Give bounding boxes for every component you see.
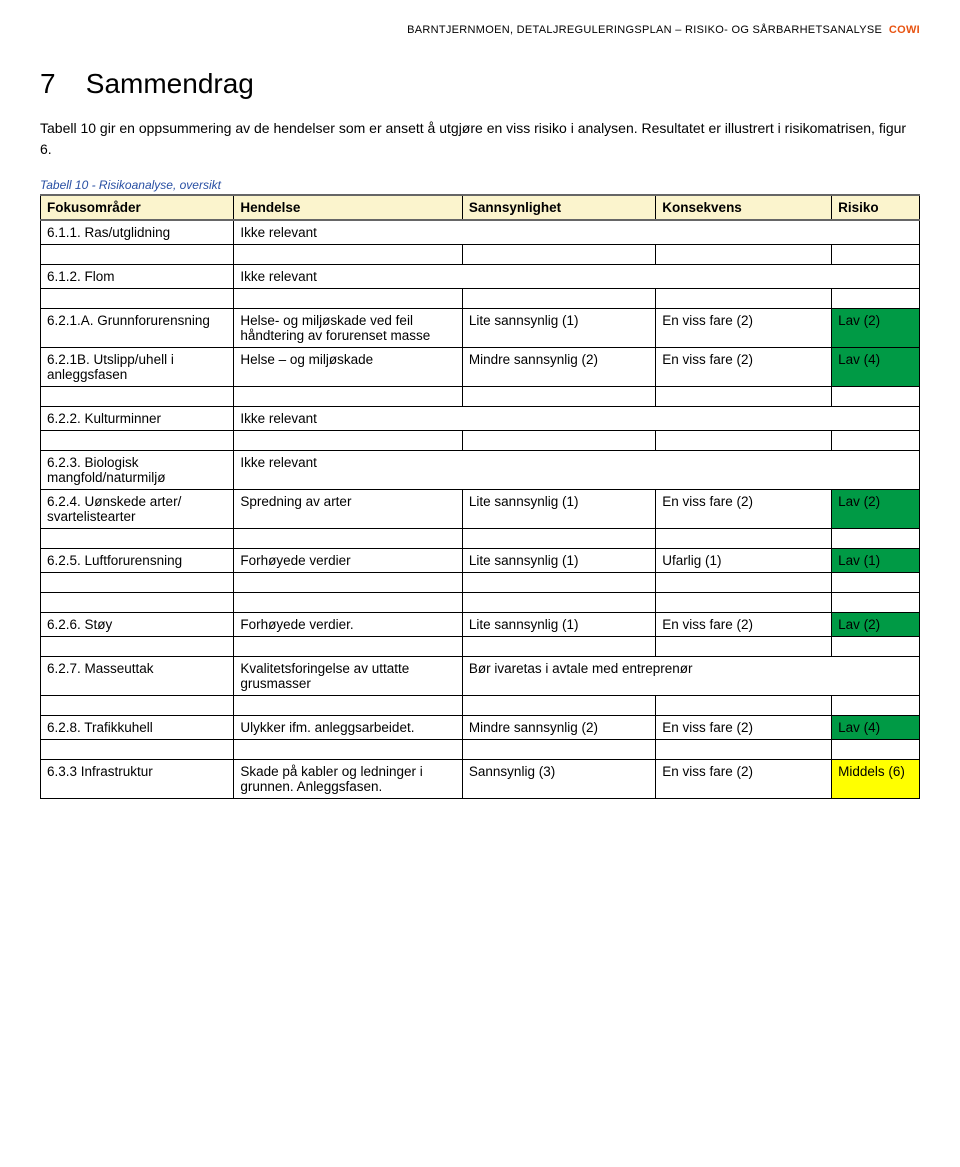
logo: COWI <box>889 24 920 36</box>
table-row: 6.2.2. Kulturminner Ikke relevant <box>41 407 920 431</box>
page-header: BARNTJERNMOEN, DETALJREGULERINGSPLAN – R… <box>40 24 920 36</box>
cons-cell: En viss fare (2) <box>656 716 832 740</box>
focus-cell: 6.2.6. Støy <box>41 613 234 637</box>
prob-cell: Lite sannsynlig (1) <box>462 613 655 637</box>
header-text: BARNTJERNMOEN, DETALJREGULERINGSPLAN – R… <box>407 24 882 36</box>
event-cell: Ulykker ifm. anleggsarbeidet. <box>234 716 463 740</box>
prob-cell: Mindre sannsynlig (2) <box>462 716 655 740</box>
table-row: 6.1.2. Flom Ikke relevant <box>41 265 920 289</box>
note-cell: Ikke relevant <box>234 220 920 245</box>
cons-cell: En viss fare (2) <box>656 348 832 387</box>
note-cell: Ikke relevant <box>234 265 920 289</box>
risk-cell: Lav (4) <box>832 716 920 740</box>
prob-cell: Lite sannsynlig (1) <box>462 309 655 348</box>
note-cell: Ikke relevant <box>234 451 920 490</box>
title-number: 7 <box>40 68 78 100</box>
focus-cell: 6.2.3. Biologisk mangfold/naturmiljø <box>41 451 234 490</box>
cons-cell: Ufarlig (1) <box>656 549 832 573</box>
table-row: 6.2.4. Uønskede arter/ svartelistearter … <box>41 490 920 529</box>
event-cell: Forhøyede verdier. <box>234 613 463 637</box>
focus-cell: 6.1.2. Flom <box>41 265 234 289</box>
table-row: 6.2.1.A. Grunnforurensning Helse- og mil… <box>41 309 920 348</box>
table-row: 6.2.8. Trafikkuhell Ulykker ifm. anleggs… <box>41 716 920 740</box>
table-row: 6.3.3 Infrastruktur Skade på kabler og l… <box>41 760 920 799</box>
table-row: 6.1.1. Ras/utglidning Ikke relevant <box>41 220 920 245</box>
focus-cell: 6.1.1. Ras/utglidning <box>41 220 234 245</box>
risk-cell: Lav (2) <box>832 309 920 348</box>
prob-cell: Sannsynlig (3) <box>462 760 655 799</box>
intro-paragraph: Tabell 10 gir en oppsummering av de hend… <box>40 118 920 160</box>
risk-cell: Lav (2) <box>832 613 920 637</box>
event-cell: Spredning av arter <box>234 490 463 529</box>
event-cell: Helse – og miljøskade <box>234 348 463 387</box>
table-caption: Tabell 10 - Risikoanalyse, oversikt <box>40 178 920 192</box>
event-cell: Kvalitetsforingelse av uttatte grusmasse… <box>234 657 463 696</box>
focus-cell: 6.2.8. Trafikkuhell <box>41 716 234 740</box>
risk-cell: Lav (4) <box>832 348 920 387</box>
focus-cell: 6.2.4. Uønskede arter/ svartelistearter <box>41 490 234 529</box>
risk-cell: Middels (6) <box>832 760 920 799</box>
focus-cell: 6.3.3 Infrastruktur <box>41 760 234 799</box>
table-header-row: Fokusområder Hendelse Sannsynlighet Kons… <box>41 195 920 220</box>
cons-cell: En viss fare (2) <box>656 613 832 637</box>
focus-cell: 6.2.7. Masseuttak <box>41 657 234 696</box>
cons-cell: En viss fare (2) <box>656 490 832 529</box>
table-row: 6.2.3. Biologisk mangfold/naturmiljø Ikk… <box>41 451 920 490</box>
focus-cell: 6.2.1B. Utslipp/uhell i anleggsfasen <box>41 348 234 387</box>
page-title: 7 Sammendrag <box>40 68 920 100</box>
table-row: 6.2.7. Masseuttak Kvalitetsforingelse av… <box>41 657 920 696</box>
title-text: Sammendrag <box>86 68 254 99</box>
col-prob: Sannsynlighet <box>462 195 655 220</box>
risk-cell: Lav (2) <box>832 490 920 529</box>
cons-cell: En viss fare (2) <box>656 760 832 799</box>
event-cell: Skade på kabler og ledninger i grunnen. … <box>234 760 463 799</box>
note-cell: Ikke relevant <box>234 407 920 431</box>
prob-cell: Lite sannsynlig (1) <box>462 549 655 573</box>
prob-cell: Mindre sannsynlig (2) <box>462 348 655 387</box>
col-event: Hendelse <box>234 195 463 220</box>
focus-cell: 6.2.1.A. Grunnforurensning <box>41 309 234 348</box>
event-cell: Forhøyede verdier <box>234 549 463 573</box>
table-row: 6.2.5. Luftforurensning Forhøyede verdie… <box>41 549 920 573</box>
col-risk: Risiko <box>832 195 920 220</box>
prob-cell: Lite sannsynlig (1) <box>462 490 655 529</box>
col-focus: Fokusområder <box>41 195 234 220</box>
note-cell: Bør ivaretas i avtale med entreprenør <box>462 657 919 696</box>
risk-cell: Lav (1) <box>832 549 920 573</box>
risk-table: Fokusområder Hendelse Sannsynlighet Kons… <box>40 194 920 799</box>
table-row: 6.2.1B. Utslipp/uhell i anleggsfasen Hel… <box>41 348 920 387</box>
cons-cell: En viss fare (2) <box>656 309 832 348</box>
col-cons: Konsekvens <box>656 195 832 220</box>
table-row: 6.2.6. Støy Forhøyede verdier. Lite sann… <box>41 613 920 637</box>
event-cell: Helse- og miljøskade ved feil håndtering… <box>234 309 463 348</box>
focus-cell: 6.2.2. Kulturminner <box>41 407 234 431</box>
focus-cell: 6.2.5. Luftforurensning <box>41 549 234 573</box>
